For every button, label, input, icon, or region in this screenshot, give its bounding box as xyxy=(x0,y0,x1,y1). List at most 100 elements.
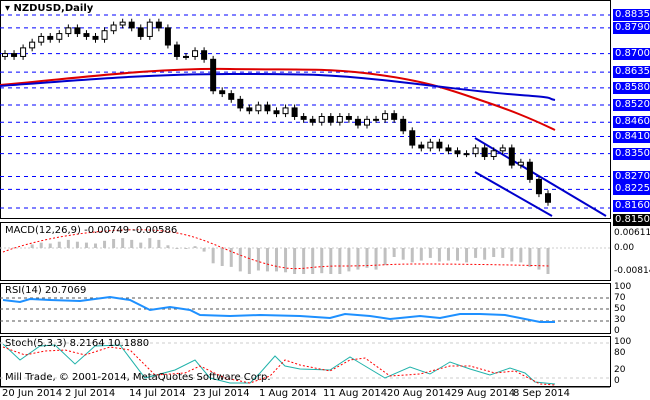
candle-body xyxy=(29,41,36,49)
macd-bar xyxy=(356,248,360,270)
macd-bar xyxy=(519,248,523,263)
macd-bar xyxy=(474,248,478,258)
price-level-label: 0.8225 xyxy=(613,183,650,196)
candle-body xyxy=(517,161,524,166)
macd-bar xyxy=(492,248,496,257)
stoch-axis-20: 20 xyxy=(614,365,626,375)
macd-bar xyxy=(528,248,532,267)
candle-body xyxy=(499,147,506,152)
macd-bar xyxy=(456,248,459,261)
macd-bar xyxy=(130,239,134,248)
candle-body xyxy=(545,193,551,203)
macd-bar xyxy=(284,248,288,273)
macd-bar xyxy=(401,248,405,260)
macd-bar xyxy=(211,248,215,264)
candle-body xyxy=(418,144,425,149)
date-label: 20 Jun 2014 xyxy=(2,388,63,399)
stoch-signal-line xyxy=(2,346,556,386)
stoch-axis-80: 80 xyxy=(614,348,626,358)
candle-body xyxy=(146,21,153,37)
candle-body xyxy=(472,147,479,155)
candle-body xyxy=(427,141,434,149)
macd-bar xyxy=(57,241,61,248)
price-level-label: 0.8160 xyxy=(613,200,650,212)
rsi-axis-30: 30 xyxy=(614,315,626,325)
date-label: 23 Jul 2014 xyxy=(193,388,250,399)
candle-body xyxy=(345,115,352,120)
candle-body xyxy=(164,27,171,46)
candle-body xyxy=(110,24,117,32)
candle-body xyxy=(137,27,144,37)
candle-body xyxy=(210,58,217,92)
macd-bar xyxy=(103,240,107,248)
macd-bar xyxy=(66,239,70,248)
stoch-axis-0: 0 xyxy=(614,376,620,386)
macd-bar xyxy=(229,248,233,267)
channel-lower xyxy=(474,171,553,217)
price-level-label: 0.8410 xyxy=(613,130,650,143)
date-label: 11 Aug 2014 xyxy=(323,388,388,399)
macd-bar xyxy=(374,248,378,270)
candle-body xyxy=(83,33,90,37)
candle-body xyxy=(2,53,8,57)
stoch-axis-100: 100 xyxy=(614,337,632,347)
macd-bar xyxy=(238,248,242,272)
macd-bar xyxy=(139,242,143,248)
macd-bar xyxy=(184,248,188,249)
macd-bar xyxy=(157,239,161,248)
macd-label: MACD(12,26,9) -0.00749 -0.00586 xyxy=(5,225,178,236)
candle-body xyxy=(74,27,81,35)
stoch-main-line xyxy=(2,343,556,385)
rsi-axis-100: 100 xyxy=(614,282,632,292)
candle-body xyxy=(246,107,253,112)
macd-bar xyxy=(383,248,387,266)
macd-bar xyxy=(30,244,34,248)
candle-body xyxy=(155,21,162,29)
candle-body xyxy=(535,178,542,195)
macd-bar xyxy=(338,248,342,274)
candle-body xyxy=(38,35,45,43)
candle-body xyxy=(20,47,27,57)
sma-slow-line xyxy=(0,67,556,131)
date-label: 8 Sep 2014 xyxy=(513,388,571,399)
candle-body xyxy=(273,110,280,115)
macd-bar xyxy=(94,243,97,248)
rsi-line xyxy=(2,295,555,323)
macd-bar xyxy=(48,243,52,248)
macd-bar xyxy=(121,238,125,248)
candle-body xyxy=(454,150,461,155)
candle-body xyxy=(173,44,180,57)
macd-bar xyxy=(465,248,469,263)
macd-bar xyxy=(419,248,423,261)
macd-bar xyxy=(428,248,432,258)
candle-body xyxy=(282,107,289,115)
price-level-label: 0.8635 xyxy=(613,66,650,79)
price-level-label: 0.8520 xyxy=(613,99,650,112)
macd-bar xyxy=(220,248,224,266)
candle-body xyxy=(56,33,63,40)
macd-bar xyxy=(410,248,414,263)
price-level-label: 0.8270 xyxy=(613,170,650,183)
candle-body xyxy=(354,118,361,126)
price-level-label: 0.8835 xyxy=(613,9,650,21)
macd-bar xyxy=(320,248,324,274)
macd-bar xyxy=(347,248,351,272)
candle-body xyxy=(291,107,298,117)
rsi-label: RSI(14) 20.7069 xyxy=(5,285,87,296)
macd-bar xyxy=(265,248,269,272)
macd-bar xyxy=(446,248,450,261)
candle-body xyxy=(201,50,208,60)
candle-body xyxy=(300,115,307,120)
date-label: 29 Aug 2014 xyxy=(451,388,516,399)
candle-body xyxy=(490,150,497,158)
macd-axis-min: -0.00814 xyxy=(614,266,650,276)
macd-bar xyxy=(501,248,505,258)
macd-bar xyxy=(329,248,333,274)
candle-body xyxy=(336,115,343,123)
price-levels xyxy=(0,14,610,209)
candle-body xyxy=(382,113,389,120)
candle-body xyxy=(128,21,135,29)
macd-bar xyxy=(365,248,369,268)
candle-body xyxy=(92,35,99,40)
